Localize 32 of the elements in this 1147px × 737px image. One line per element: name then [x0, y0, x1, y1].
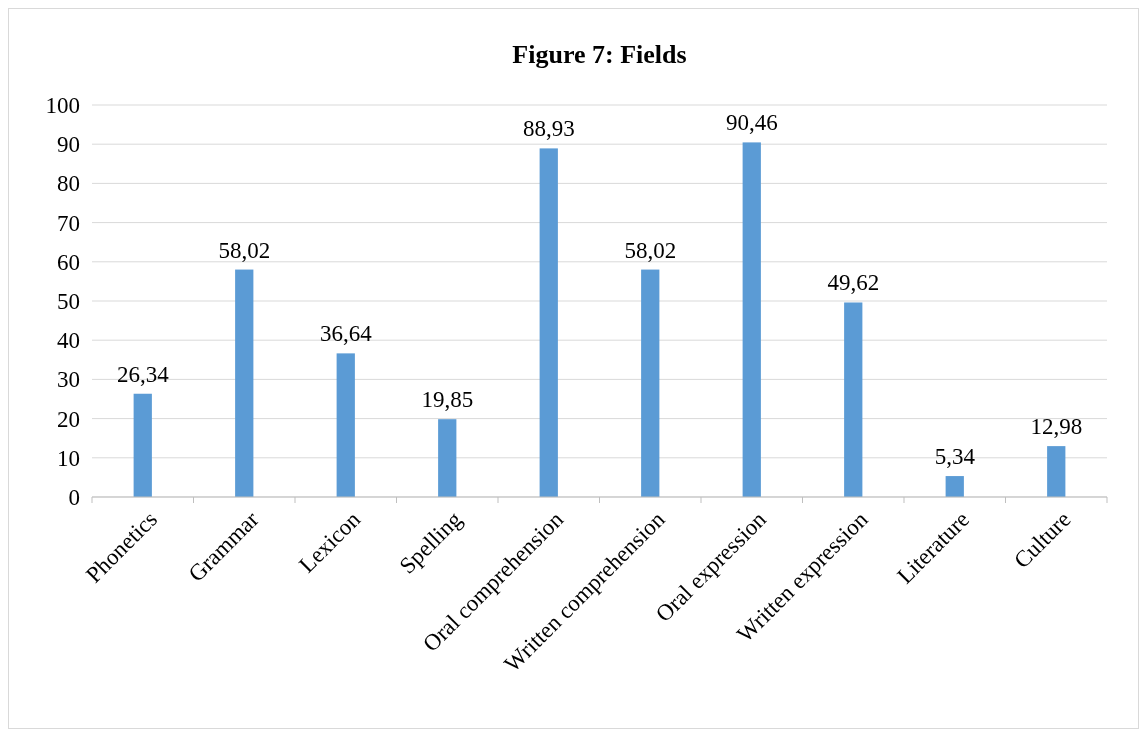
data-label: 19,85	[421, 387, 474, 413]
bar	[235, 269, 254, 497]
bar	[1047, 446, 1066, 497]
y-tick-label: 20	[57, 406, 80, 432]
data-label: 49,62	[827, 270, 880, 296]
data-label: 58,02	[624, 237, 677, 263]
data-label: 58,02	[218, 237, 271, 263]
y-tick-label: 40	[57, 328, 80, 354]
data-label: 36,64	[319, 321, 373, 347]
y-tick-label: 0	[68, 485, 80, 511]
y-tick-label: 30	[57, 367, 80, 393]
bar	[844, 302, 863, 497]
bar	[438, 419, 457, 497]
data-label: 26,34	[116, 361, 170, 387]
bar	[742, 142, 761, 497]
bar	[133, 393, 152, 497]
bar	[539, 148, 558, 497]
y-tick-label: 90	[57, 132, 80, 158]
y-tick-label: 100	[45, 93, 80, 119]
data-label: 5,34	[934, 444, 976, 470]
data-label: 90,46	[725, 110, 778, 136]
bar	[945, 476, 964, 497]
y-tick-label: 70	[57, 210, 80, 236]
y-tick-label: 10	[57, 445, 80, 471]
bar	[641, 269, 660, 497]
y-tick-label: 60	[57, 249, 80, 275]
chart-title: Figure 7: Fields	[512, 40, 687, 69]
bar	[336, 353, 355, 497]
data-label: 88,93	[522, 116, 575, 142]
y-tick-label: 50	[57, 289, 80, 315]
data-label: 12,98	[1030, 414, 1083, 440]
y-tick-label: 80	[57, 171, 80, 197]
